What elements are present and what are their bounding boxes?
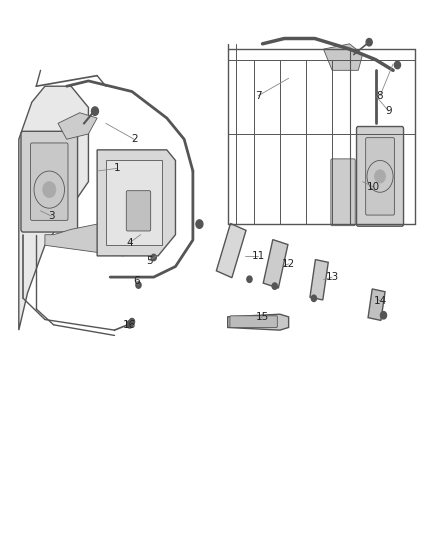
Polygon shape bbox=[216, 223, 246, 278]
Text: 13: 13 bbox=[325, 272, 339, 282]
Circle shape bbox=[375, 170, 385, 183]
Polygon shape bbox=[19, 86, 88, 330]
Polygon shape bbox=[58, 113, 97, 139]
Text: 15: 15 bbox=[256, 312, 269, 322]
Text: 3: 3 bbox=[48, 211, 55, 221]
Text: 11: 11 bbox=[251, 251, 265, 261]
FancyBboxPatch shape bbox=[357, 126, 403, 226]
Polygon shape bbox=[106, 160, 162, 245]
FancyBboxPatch shape bbox=[230, 316, 277, 327]
FancyBboxPatch shape bbox=[21, 131, 78, 232]
Circle shape bbox=[272, 283, 277, 289]
FancyBboxPatch shape bbox=[126, 191, 151, 231]
Text: 16: 16 bbox=[123, 320, 136, 330]
Text: 6: 6 bbox=[133, 276, 140, 286]
Text: 12: 12 bbox=[282, 259, 295, 269]
Circle shape bbox=[247, 276, 252, 282]
Polygon shape bbox=[97, 150, 176, 256]
Text: 2: 2 bbox=[131, 134, 138, 144]
Circle shape bbox=[381, 312, 387, 319]
FancyBboxPatch shape bbox=[31, 143, 68, 220]
Circle shape bbox=[127, 320, 133, 328]
Text: 10: 10 bbox=[367, 182, 380, 192]
Circle shape bbox=[151, 254, 156, 261]
FancyBboxPatch shape bbox=[331, 159, 355, 225]
Text: 4: 4 bbox=[127, 238, 133, 248]
Circle shape bbox=[43, 182, 56, 198]
Text: 1: 1 bbox=[113, 164, 120, 173]
Polygon shape bbox=[228, 314, 289, 330]
Text: 7: 7 bbox=[255, 91, 261, 101]
Circle shape bbox=[92, 107, 99, 115]
Circle shape bbox=[366, 38, 372, 46]
Text: 9: 9 bbox=[385, 106, 392, 116]
Circle shape bbox=[136, 282, 141, 288]
Polygon shape bbox=[368, 289, 385, 320]
Text: 8: 8 bbox=[377, 91, 383, 101]
Polygon shape bbox=[263, 240, 288, 288]
Polygon shape bbox=[310, 260, 328, 300]
Polygon shape bbox=[45, 214, 141, 256]
Circle shape bbox=[196, 220, 203, 228]
Circle shape bbox=[311, 295, 317, 302]
Text: 5: 5 bbox=[146, 256, 153, 266]
Text: 14: 14 bbox=[374, 296, 387, 306]
FancyBboxPatch shape bbox=[366, 138, 394, 215]
Circle shape bbox=[394, 61, 400, 69]
Polygon shape bbox=[323, 44, 363, 70]
Circle shape bbox=[129, 318, 134, 325]
